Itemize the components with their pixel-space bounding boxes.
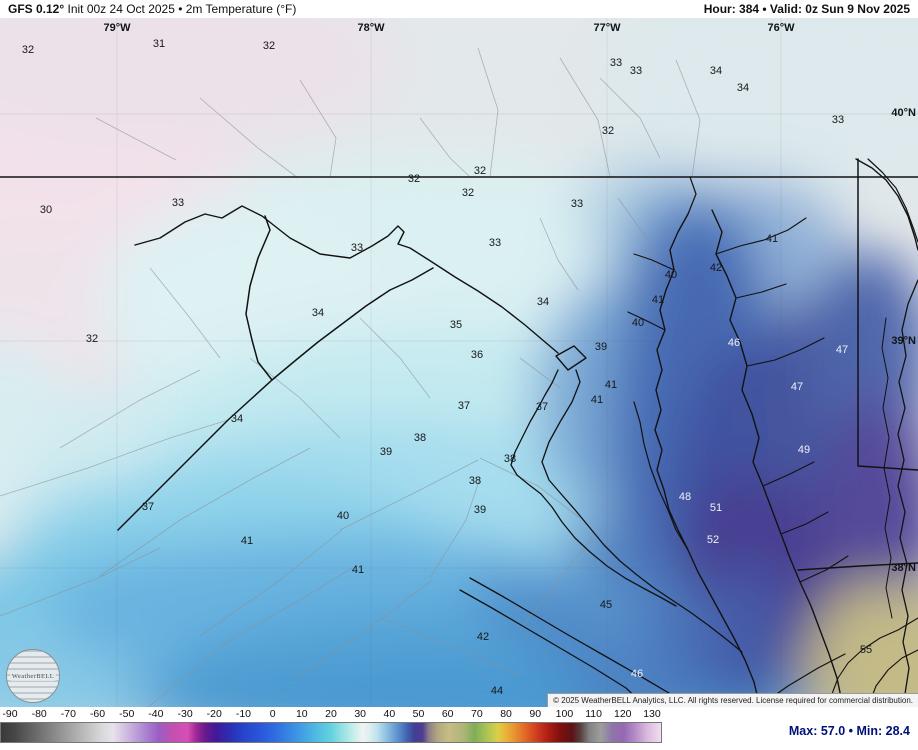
- colorbar-tick: -40: [148, 708, 164, 720]
- init-and-parameter: Init 00z 24 Oct 2025 • 2m Temperature (°…: [64, 2, 297, 16]
- colorbar-tick: 20: [325, 708, 337, 720]
- colorbar-tick: 100: [555, 708, 574, 720]
- colorbar: [0, 722, 662, 743]
- colorbar-tick: -90: [2, 708, 18, 720]
- title-bar: GFS 0.12° Init 00z 24 Oct 2025 • 2m Temp…: [0, 0, 918, 18]
- colorbar-tick: -10: [235, 708, 252, 720]
- colorbar-tick: 0: [269, 708, 276, 720]
- min-value: Min: 28.4: [856, 724, 911, 738]
- county-borders: [0, 47, 701, 707]
- maxmin-separator: •: [845, 724, 857, 738]
- colorbar-tick: -60: [89, 708, 106, 720]
- colorbar-tick: -80: [31, 708, 47, 720]
- weatherbell-logo-text: WeatherBELL: [9, 671, 57, 681]
- state-borders: [0, 158, 918, 707]
- map-graphics: [0, 18, 918, 707]
- weatherbell-logo: WeatherBELL: [6, 649, 60, 703]
- colorbar-tick: 10: [295, 708, 308, 720]
- colorbar-tick: 80: [500, 708, 512, 720]
- colorbar-tick: -30: [177, 708, 193, 720]
- colorbar-tick: 130: [643, 708, 661, 720]
- forecast-map: 79°W 78°W 77°W 76°W 40°N 39°N 38°N 32 31 32 33 33…: [0, 18, 918, 707]
- copyright-notice: © 2025 WeatherBELL Analytics, LLC. All r…: [547, 693, 918, 707]
- hour-valid-label: Hour: 384 • Valid: 0z Sun 9 Nov 2025: [703, 2, 910, 16]
- max-value: Max: 57.0: [788, 724, 846, 738]
- max-min-readout: Max: 57.0 • Min: 28.4: [789, 724, 910, 738]
- legend: -90 -80 -70 -60 -50 -40 -30 -20 -10 0 10 20 30 40 50 60…: [0, 707, 918, 750]
- colorbar-tick: 70: [471, 708, 483, 720]
- colorbar-tick: 120: [614, 708, 632, 720]
- colorbar-tick: 40: [383, 708, 396, 720]
- colorbar-tick: 30: [354, 708, 366, 720]
- colorbar-tick: 110: [585, 708, 602, 720]
- model-name: GFS 0.12°: [8, 2, 65, 16]
- colorbar-tick: -50: [119, 708, 135, 720]
- colorbar-tick: 60: [441, 708, 454, 720]
- colorbar-tick: -70: [60, 708, 76, 720]
- colorbar-tick: -20: [206, 708, 222, 720]
- graticule: [0, 18, 918, 707]
- colorbar-ticks: -90 -80 -70 -60 -50 -40 -30 -20 -10 0 10 20 30 40 50 60…: [0, 707, 662, 721]
- map-title: GFS 0.12° Init 00z 24 Oct 2025 • 2m Temp…: [8, 0, 296, 18]
- colorbar-tick: 50: [412, 708, 425, 720]
- colorbar-tick: 90: [529, 708, 542, 720]
